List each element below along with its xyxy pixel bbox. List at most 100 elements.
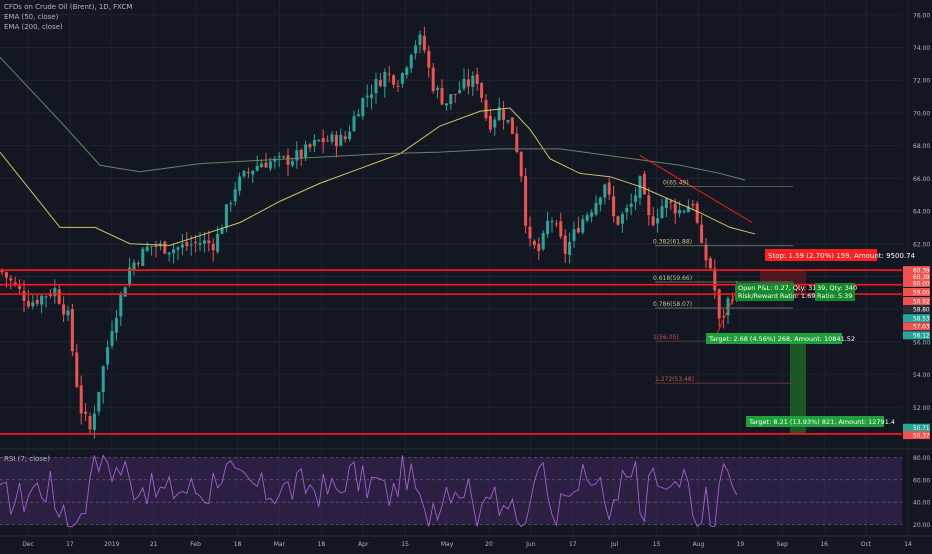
trendline xyxy=(639,155,753,223)
price-tag-label: 60.39 xyxy=(913,268,930,274)
price-axis[interactable]: 76.00 74.00 72.00 70.00 68.00 66.00 64.00 62.00… xyxy=(903,12,930,529)
fib-levels[interactable]: 0(65.49) 0.382(61.88) 0.618(59.66) 0.786(58… xyxy=(653,180,793,384)
candle-body xyxy=(480,83,484,98)
candle-body xyxy=(400,73,404,84)
price-tag-label: 50.37 xyxy=(913,433,930,439)
candle-body xyxy=(110,331,114,346)
candle-body xyxy=(409,54,413,69)
price-tick: 52.00 xyxy=(913,405,930,412)
candle-body xyxy=(4,272,8,278)
time-label: 18 xyxy=(234,541,242,548)
chart-legend[interactable]: CFDs on Crude Oil (Brent), 1D, FXCM EMA … xyxy=(4,2,132,32)
price-tick: 76.00 xyxy=(913,12,930,19)
time-label: 21 xyxy=(150,541,158,548)
price-tag xyxy=(903,266,930,275)
time-label: Apr xyxy=(358,541,369,548)
time-label: 15 xyxy=(401,541,409,548)
target1-label-bg xyxy=(706,333,842,344)
price-tag xyxy=(903,272,930,281)
candle-body xyxy=(62,304,66,315)
candle-body xyxy=(634,195,638,202)
price-tag-label: 60.00 xyxy=(913,281,930,287)
time-axis[interactable]: Dec 17 2019 21 Feb 18 Mar 18 Apr 15 May 20 Jun 17 Jul 1… xyxy=(0,535,932,548)
candle-body xyxy=(383,71,387,87)
candle-body xyxy=(343,136,347,140)
candle-body xyxy=(40,295,44,305)
candle-body xyxy=(612,196,616,217)
candle-body xyxy=(334,134,338,147)
candle-body xyxy=(13,282,17,285)
price-tick: 68.00 xyxy=(913,143,930,150)
candle-body xyxy=(519,152,523,177)
symbol-title[interactable]: CFDs on Crude Oil (Brent), 1D, FXCM xyxy=(4,3,133,11)
ema200-legend[interactable]: EMA (200, close) xyxy=(4,23,63,31)
stop-label-bg xyxy=(765,249,877,261)
candle-body xyxy=(502,109,506,120)
fib-label: 0.618(59.66) xyxy=(653,275,692,282)
time-label: 20 xyxy=(485,541,493,548)
candle-body xyxy=(594,203,598,215)
candle-body xyxy=(352,116,356,132)
candle-body xyxy=(286,155,290,165)
candle-body xyxy=(145,246,149,251)
candle-body xyxy=(656,218,660,224)
candle-body xyxy=(202,240,206,244)
candle-body xyxy=(207,240,211,244)
fib-label: 1.272(53.48) xyxy=(655,376,694,383)
candle-body xyxy=(66,310,70,316)
open-pl-bg xyxy=(736,283,794,301)
candle-body xyxy=(224,204,228,229)
candle-body xyxy=(220,228,224,234)
ratio2-label: Ratio: 5.39 xyxy=(817,292,852,300)
candle-body xyxy=(436,87,440,91)
rsi-tick: 80.00 xyxy=(913,455,930,462)
price-tick: 74.00 xyxy=(913,45,930,52)
candle-body xyxy=(114,318,118,333)
price-tag-label: 58.53 xyxy=(913,317,930,323)
time-label: 19 xyxy=(737,541,745,548)
candle-body xyxy=(339,134,343,146)
candle-body xyxy=(312,140,316,147)
candle-body xyxy=(673,203,677,214)
price-tick: 54.00 xyxy=(913,372,930,379)
candle-body xyxy=(282,156,286,158)
candle-body xyxy=(326,140,330,142)
time-label: 17 xyxy=(569,541,577,548)
target1-label: Target: 2.68 (4.56%) 268, Amount: 10841.… xyxy=(708,335,855,343)
ema50-legend[interactable]: EMA (50, close) xyxy=(4,13,59,21)
candle-body xyxy=(330,134,334,142)
candle-body xyxy=(726,298,730,316)
candle-body xyxy=(198,243,202,245)
candle-body xyxy=(251,170,255,175)
candle-body xyxy=(528,226,532,239)
price-tag-label: 60.39 xyxy=(913,275,930,281)
candle-body xyxy=(308,144,312,148)
rsi-panel xyxy=(0,448,932,528)
candle-body xyxy=(57,289,61,304)
candle-body xyxy=(172,249,176,254)
time-label: Oct xyxy=(861,541,872,548)
position-tool[interactable]: Stop: 1.59 (2.70%) 159, Amount: 9500.74 … xyxy=(706,249,916,427)
candle-body xyxy=(18,285,22,289)
candle-body xyxy=(629,203,633,207)
candle-body xyxy=(532,240,536,246)
candle-body xyxy=(277,156,281,158)
price-tick: 72.00 xyxy=(913,78,930,85)
candle-body xyxy=(176,247,180,250)
candle-body xyxy=(361,98,365,117)
price-tick: 56.00 xyxy=(913,339,930,346)
candle-body xyxy=(189,244,193,246)
rsi-legend[interactable]: RSI (7, close) xyxy=(4,455,50,463)
fib-label: 0(65.49) xyxy=(663,180,689,187)
target2-label-bg xyxy=(746,416,884,427)
price-tag xyxy=(903,314,930,323)
candle-body xyxy=(299,149,303,158)
rsi-tick: 40.00 xyxy=(913,500,930,507)
candle-body xyxy=(26,301,30,307)
price-tag-label: 58.92 xyxy=(913,299,930,305)
risk-reward-label: Risk/Reward Ratio: 1.69 xyxy=(738,292,815,300)
candle-body xyxy=(471,75,475,87)
candle-body xyxy=(268,161,272,169)
